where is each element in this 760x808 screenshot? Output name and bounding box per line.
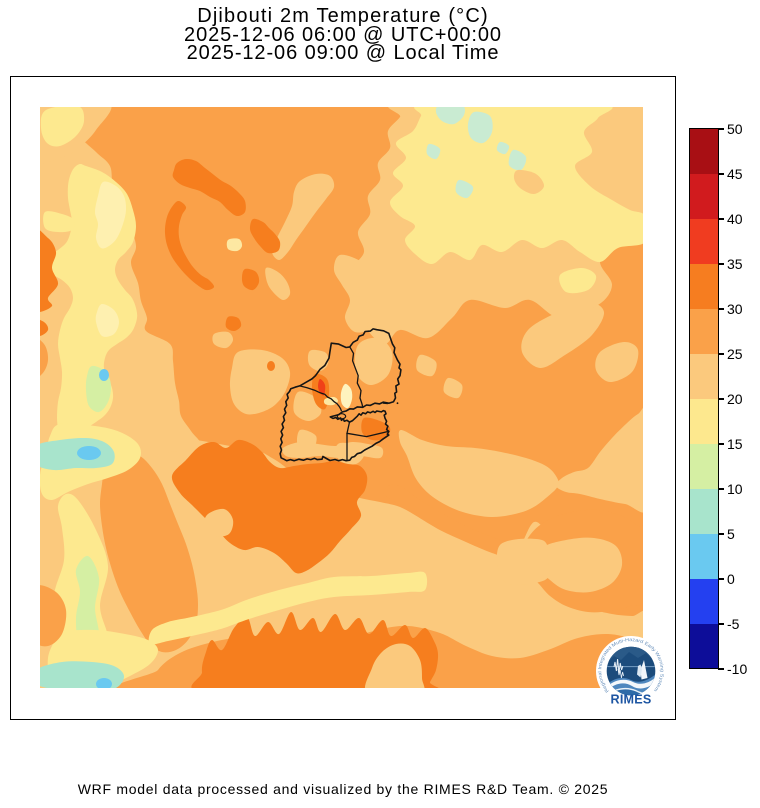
svg-text:RIMES: RIMES	[611, 693, 652, 707]
